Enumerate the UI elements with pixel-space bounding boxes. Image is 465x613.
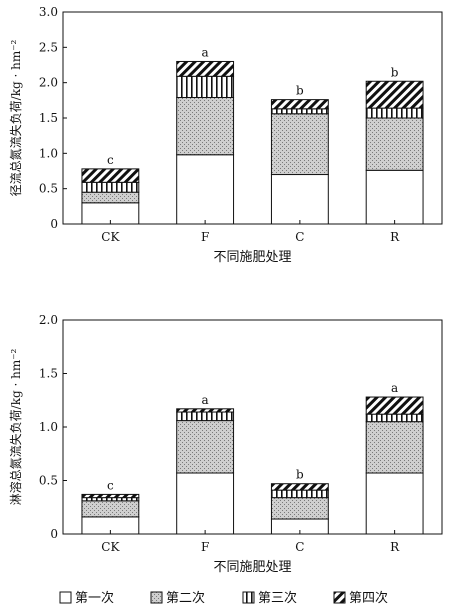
runoff-ytick-label: 2.0 <box>39 76 58 90</box>
leaching-category-label: C <box>295 540 304 554</box>
leaching-bar-r-second <box>365 421 424 474</box>
runoff-bar-c-fourth <box>270 99 329 110</box>
runoff-bar-ck-third <box>81 181 140 193</box>
runoff-x-axis-label: 不同施肥处理 <box>213 250 291 265</box>
leaching-bar-ck-second <box>81 500 140 518</box>
leaching-chart: 0 0.5 1.0 1.5 2.0 c CK a Fb Ca R 不同施肥处理 淋溶总氮流失负荷/kg … <box>8 313 443 575</box>
leaching-ytick-label: 1.5 <box>39 367 58 381</box>
legend-swatch-first <box>59 591 72 604</box>
runoff-bar-f-second <box>176 97 235 156</box>
leaching-bar-f-first <box>176 472 235 535</box>
leaching-ytick-label: 1.0 <box>39 420 58 434</box>
leaching-bar-f-third <box>176 411 235 422</box>
leaching-bar-f-fourth <box>176 408 235 413</box>
leaching-ytick-label: 0.5 <box>39 474 58 488</box>
leaching-significance-label: b <box>296 468 304 482</box>
leaching-ytick-label: 0 <box>50 527 58 541</box>
legend-label-fourth: 第四次 <box>349 590 388 606</box>
runoff-ytick-label: 3.0 <box>39 5 58 19</box>
runoff-bar-r-third <box>365 107 424 119</box>
runoff-significance-label: c <box>107 153 114 167</box>
leaching-bar-c-fourth <box>270 483 329 491</box>
runoff-bar-f-first <box>176 154 235 225</box>
leaching-bar-f-second <box>176 420 235 474</box>
leaching-bar-ck-fourth <box>81 493 140 499</box>
legend: 第一次 第二次 第三次 第四次 <box>59 590 388 606</box>
legend-label-third: 第三次 <box>258 590 297 606</box>
runoff-ytick-label: 0 <box>50 217 58 231</box>
leaching-significance-label: a <box>391 381 398 395</box>
runoff-category-label: R <box>390 230 400 244</box>
leaching-bar-c-third <box>270 489 329 499</box>
legend-swatch-fourth <box>333 591 346 604</box>
leaching-significance-label: c <box>107 478 114 492</box>
runoff-ytick-label: 1.5 <box>39 111 58 125</box>
leaching-bar-r-third <box>365 413 424 423</box>
runoff-y-axis-label: 径流总氮流失负荷/kg · hm⁻² <box>8 39 23 196</box>
legend-swatch-second <box>150 591 163 604</box>
leaching-bar-c-second <box>270 497 329 520</box>
leaching-y-axis-label: 淋溶总氮流失负荷/kg · hm⁻² <box>8 348 23 505</box>
runoff-significance-label: b <box>391 65 399 79</box>
runoff-bar-ck-second <box>81 191 140 204</box>
legend-swatch-third <box>242 591 255 604</box>
leaching-bar-r-fourth <box>365 396 424 415</box>
runoff-significance-label: a <box>202 45 209 59</box>
leaching-significance-label: a <box>202 393 209 407</box>
runoff-bar-r-fourth <box>365 80 424 109</box>
runoff-bar-f-third <box>176 75 235 99</box>
leaching-category-label: CK <box>101 540 120 554</box>
leaching-ytick-label: 2.0 <box>39 313 58 327</box>
leaching-bar-r-first <box>365 472 424 535</box>
runoff-bar-f-fourth <box>176 60 235 77</box>
runoff-bar-c-second <box>270 113 329 176</box>
runoff-bar-c-first <box>270 174 329 225</box>
runoff-ytick-label: 0.5 <box>39 182 58 196</box>
leaching-x-axis-label: 不同施肥处理 <box>213 560 291 575</box>
leaching-category-label: F <box>201 540 209 554</box>
legend-label-second: 第二次 <box>166 590 205 606</box>
runoff-ytick-label: 1.0 <box>39 146 58 160</box>
legend-label-first: 第一次 <box>75 590 114 606</box>
runoff-ytick-label: 2.5 <box>39 40 58 54</box>
runoff-bar-ck-fourth <box>81 168 140 183</box>
runoff-significance-label: b <box>296 84 304 98</box>
runoff-bar-c-third <box>270 108 329 115</box>
runoff-bar-r-first <box>365 169 424 225</box>
runoff-chart: 0 0.5 1.0 1.5 2.0 2.5 3.0 c CK a Fb Cb R 不同施肥处理 径流总氮流失… <box>8 5 443 265</box>
runoff-category-label: CK <box>101 230 120 244</box>
runoff-category-label: F <box>201 230 209 244</box>
leaching-category-label: R <box>390 540 400 554</box>
runoff-category-label: C <box>295 230 304 244</box>
runoff-bar-r-second <box>365 117 424 171</box>
